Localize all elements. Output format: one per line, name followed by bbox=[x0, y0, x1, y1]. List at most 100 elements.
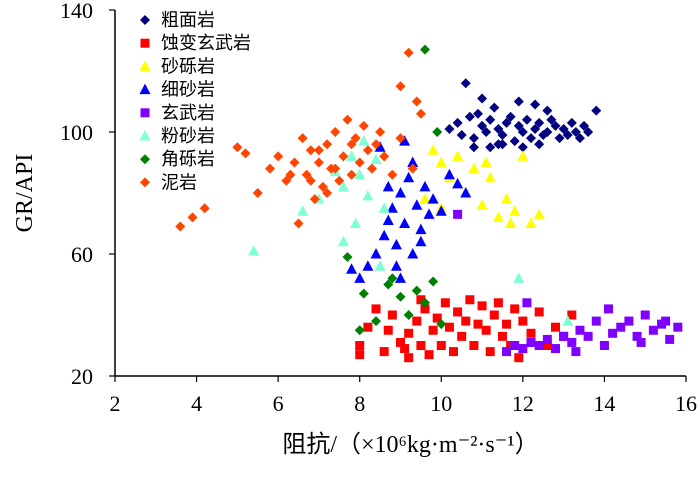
data-point bbox=[399, 217, 411, 228]
data-point bbox=[624, 316, 634, 326]
data-point bbox=[443, 168, 455, 180]
data-point bbox=[575, 325, 585, 335]
legend-marker bbox=[140, 177, 150, 188]
data-point bbox=[505, 217, 517, 228]
x-tick-label: 2 bbox=[110, 391, 121, 416]
data-point bbox=[362, 145, 373, 156]
data-point bbox=[419, 180, 431, 192]
data-point bbox=[387, 273, 398, 284]
data-point bbox=[480, 156, 492, 167]
data-point bbox=[386, 202, 398, 213]
data-point bbox=[558, 123, 569, 134]
data-point bbox=[370, 153, 382, 164]
data-point bbox=[346, 263, 358, 274]
data-point bbox=[497, 130, 508, 141]
data-point bbox=[453, 307, 463, 317]
data-point bbox=[452, 150, 464, 161]
data-point bbox=[591, 316, 601, 326]
data-point bbox=[362, 190, 374, 201]
data-point bbox=[514, 353, 524, 363]
legend-marker bbox=[139, 60, 151, 71]
data-point bbox=[513, 120, 524, 131]
data-point bbox=[460, 78, 471, 89]
data-point bbox=[533, 208, 545, 219]
data-point bbox=[395, 291, 406, 302]
legend-label: 细砂岩 bbox=[161, 80, 215, 101]
data-point bbox=[583, 331, 593, 341]
data-point bbox=[322, 188, 333, 198]
data-point bbox=[415, 223, 427, 235]
data-point bbox=[305, 175, 316, 186]
data-point bbox=[550, 322, 560, 332]
data-point bbox=[517, 150, 529, 161]
data-point bbox=[415, 108, 426, 119]
data-point bbox=[562, 130, 573, 141]
data-point bbox=[350, 133, 361, 144]
data-point bbox=[379, 151, 390, 162]
data-point bbox=[419, 44, 430, 55]
y-tick-label: 140 bbox=[60, 0, 93, 23]
data-point bbox=[444, 322, 454, 332]
data-point bbox=[358, 135, 370, 146]
data-point bbox=[338, 151, 349, 162]
data-point bbox=[383, 279, 394, 290]
data-point bbox=[248, 244, 260, 256]
legend-marker bbox=[140, 154, 150, 165]
legend-marker bbox=[140, 15, 150, 25]
series-4 bbox=[453, 209, 683, 357]
x-tick-label: 16 bbox=[675, 391, 697, 416]
data-point bbox=[400, 344, 410, 354]
data-point bbox=[526, 328, 536, 338]
data-point bbox=[526, 133, 537, 144]
data-point bbox=[477, 120, 488, 131]
data-point bbox=[452, 177, 464, 189]
data-point bbox=[510, 341, 520, 350]
data-point bbox=[513, 96, 524, 107]
data-point bbox=[363, 322, 373, 332]
data-point bbox=[427, 144, 439, 155]
data-point bbox=[493, 139, 504, 150]
data-point bbox=[334, 175, 345, 186]
data-point bbox=[473, 319, 483, 329]
data-point bbox=[435, 205, 447, 216]
data-point bbox=[355, 341, 365, 350]
data-point bbox=[404, 353, 414, 363]
data-point bbox=[525, 217, 537, 228]
legend-marker bbox=[140, 38, 150, 48]
data-point bbox=[472, 108, 483, 119]
series-2 bbox=[419, 144, 545, 228]
data-point bbox=[461, 316, 471, 326]
data-point bbox=[403, 310, 414, 320]
data-point bbox=[366, 163, 377, 174]
data-point bbox=[481, 325, 491, 335]
data-point bbox=[187, 212, 198, 223]
data-point bbox=[416, 295, 426, 305]
x-tick-label: 6 bbox=[273, 391, 284, 416]
data-point bbox=[293, 218, 304, 229]
data-point bbox=[510, 304, 520, 314]
data-point bbox=[502, 319, 512, 329]
data-point bbox=[526, 337, 536, 347]
data-point bbox=[636, 337, 646, 347]
data-point bbox=[289, 157, 300, 168]
data-point bbox=[550, 344, 560, 354]
data-point bbox=[419, 193, 431, 204]
data-point bbox=[477, 93, 488, 104]
data-point bbox=[428, 325, 438, 335]
data-point bbox=[460, 187, 472, 198]
data-point bbox=[513, 272, 525, 283]
data-point bbox=[570, 127, 581, 137]
data-point bbox=[424, 350, 434, 360]
data-point bbox=[481, 127, 492, 137]
data-point bbox=[423, 208, 435, 219]
x-tick-label: 10 bbox=[430, 391, 452, 416]
data-point bbox=[501, 193, 513, 204]
data-point bbox=[330, 163, 341, 174]
legend-label: 粗面岩 bbox=[161, 10, 215, 31]
data-point bbox=[599, 341, 609, 350]
y-tick-label: 100 bbox=[60, 120, 93, 145]
data-point bbox=[273, 151, 284, 162]
data-point bbox=[559, 331, 569, 341]
data-point bbox=[665, 334, 675, 344]
data-point bbox=[648, 325, 658, 335]
